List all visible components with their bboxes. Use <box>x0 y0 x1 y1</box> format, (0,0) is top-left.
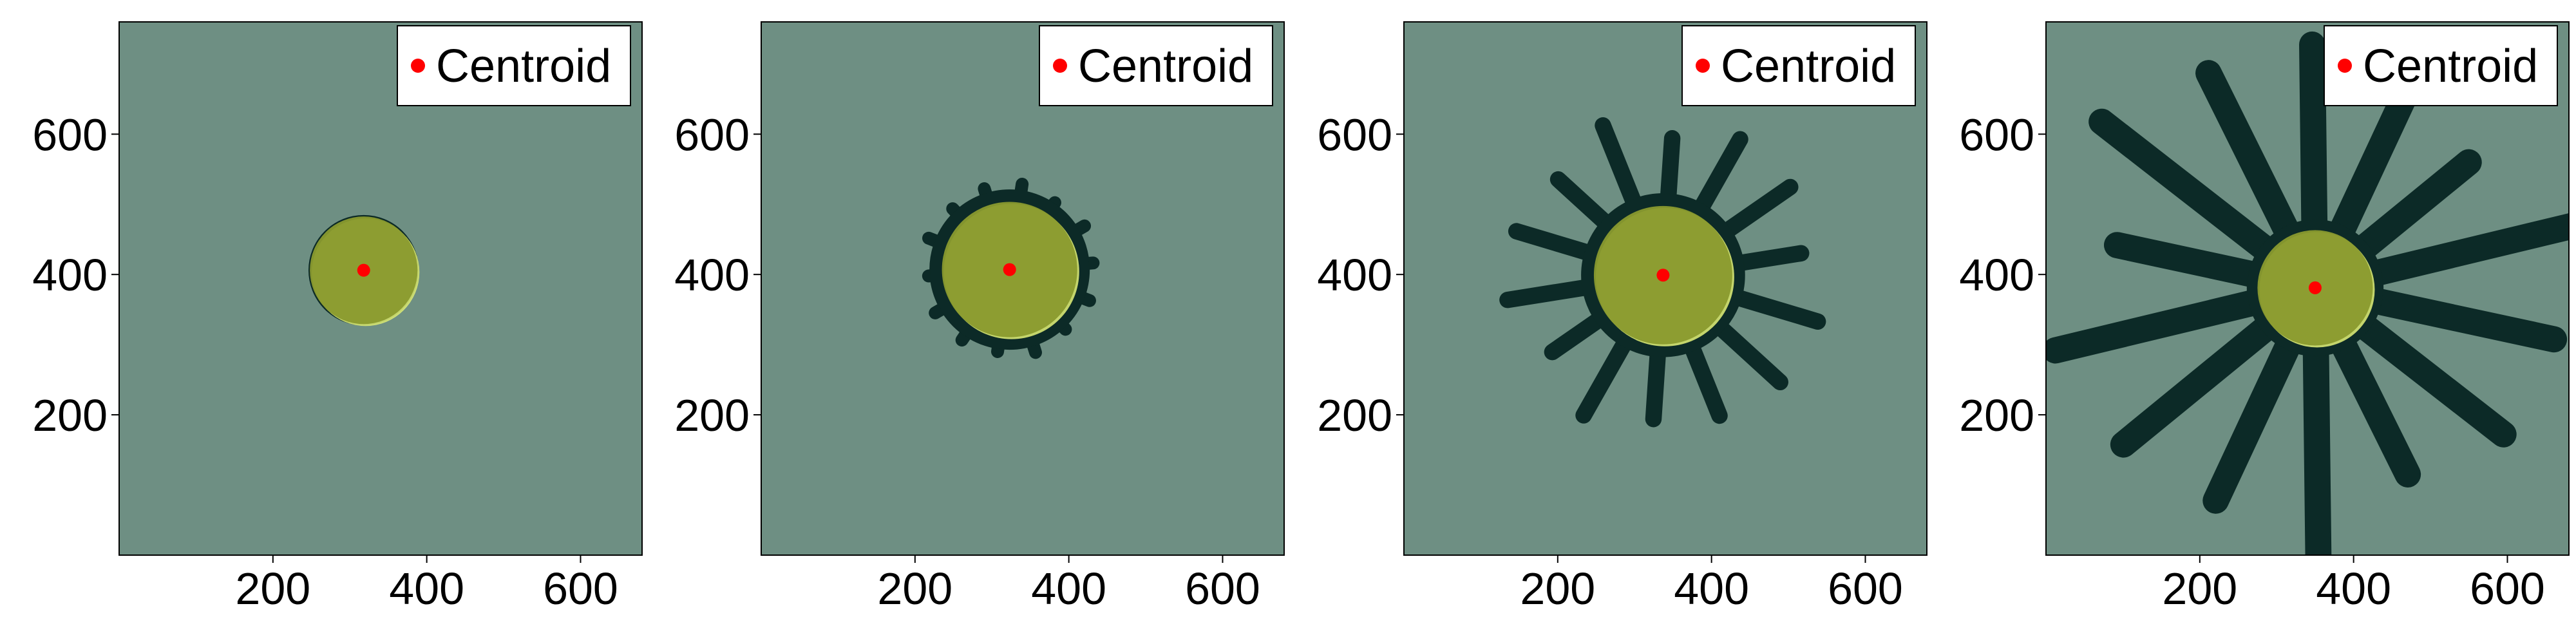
chart-panel-1: 200 400 600 200 400 600 Centroid <box>32 21 643 614</box>
legend: Centroid <box>397 25 631 106</box>
chart-panel-2: 200 400 600 200 400 600 Centroid <box>674 21 1285 614</box>
x-tick-label: 400 <box>1031 564 1106 614</box>
axes-frame <box>2045 21 2570 556</box>
y-tick-label: 200 <box>32 390 108 440</box>
chart-panel-4: 200 400 600 200 400 600 Centroid <box>1959 21 2570 614</box>
legend-marker <box>1696 59 1710 73</box>
y-tick-label: 200 <box>1959 390 2034 440</box>
y-tick-label: 600 <box>1959 109 2034 160</box>
legend-label: Centroid <box>1078 41 1253 92</box>
x-tick-label: 600 <box>2470 564 2545 614</box>
plot-area <box>308 214 420 327</box>
y-tick-label: 400 <box>32 250 108 300</box>
axes-frame <box>1403 21 1927 556</box>
y-tick-label: 400 <box>1959 250 2034 300</box>
centroid-point <box>357 263 370 277</box>
y-tick-label: 200 <box>674 390 750 440</box>
x-tick-label: 200 <box>235 564 310 614</box>
axes-frame <box>118 21 643 556</box>
x-tick-label: 400 <box>1674 564 1749 614</box>
y-tick-label: 600 <box>1317 109 1392 160</box>
x-tick-label: 400 <box>2316 564 2391 614</box>
x-tick-label: 200 <box>1520 564 1595 614</box>
chart-panel-3: 200 400 600 200 400 600 Centroid <box>1317 21 1927 614</box>
y-tick-label: 600 <box>674 109 750 160</box>
x-tick-label: 600 <box>543 564 618 614</box>
centroid-point <box>1656 269 1670 282</box>
centroid-point <box>1003 263 1016 276</box>
legend-marker <box>1053 59 1067 73</box>
y-tick-label: 200 <box>1317 390 1392 440</box>
legend-label: Centroid <box>436 41 611 92</box>
legend-box <box>2324 25 2558 106</box>
plot-area <box>922 177 1100 359</box>
x-tick-label: 200 <box>877 564 952 614</box>
x-tick-label: 600 <box>1185 564 1260 614</box>
plot-area <box>2046 30 2569 555</box>
legend-label: Centroid <box>1721 41 1896 92</box>
legend-label: Centroid <box>2363 41 2538 92</box>
legend: Centroid <box>2324 25 2558 106</box>
legend-marker <box>2338 59 2352 73</box>
legend-box <box>397 25 631 106</box>
plot-area <box>1499 117 1826 428</box>
centroid-point <box>2308 281 2322 294</box>
x-tick-label: 400 <box>389 564 464 614</box>
axes-frame <box>761 21 1285 556</box>
y-tick-label: 600 <box>32 109 108 160</box>
legend: Centroid <box>1681 25 1916 106</box>
legend-box <box>1039 25 1273 106</box>
y-tick-label: 400 <box>674 250 750 300</box>
x-tick-label: 600 <box>1828 564 1903 614</box>
x-tick-label: 200 <box>2162 564 2237 614</box>
legend: Centroid <box>1039 25 1273 106</box>
legend-marker <box>411 59 425 73</box>
legend-box <box>1681 25 1916 106</box>
y-tick-label: 400 <box>1317 250 1392 300</box>
